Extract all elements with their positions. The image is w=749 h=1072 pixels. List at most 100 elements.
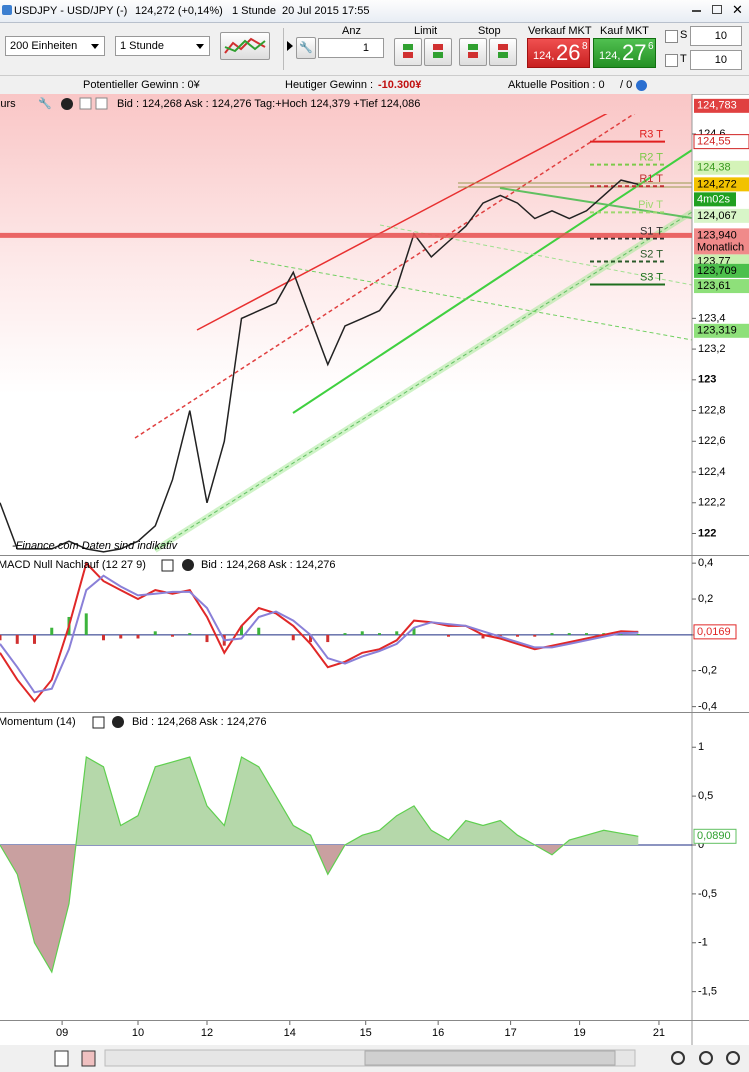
close-icon[interactable] [112, 716, 124, 728]
last-value-label: 0,0890 [697, 830, 731, 842]
price-tag-label: 123,940 [697, 229, 737, 241]
histogram-bar [50, 627, 54, 635]
price-tag-label: 124,272 [697, 178, 737, 190]
sell-icon[interactable] [79, 97, 92, 110]
price-background [0, 94, 692, 394]
histogram-bar [481, 634, 485, 639]
buy-button[interactable]: 124, 27 6 [593, 38, 656, 68]
y-tick-label: 123,4 [698, 312, 726, 324]
x-tick-label: 09 [56, 1027, 68, 1039]
limit-sell-button[interactable] [424, 38, 452, 66]
x-tick-label: 12 [201, 1027, 213, 1039]
x-tick-label: 10 [132, 1027, 144, 1039]
series-line [0, 574, 639, 694]
histogram-bar [84, 613, 88, 635]
x-tick-label: 19 [573, 1027, 585, 1039]
zoom-out-button[interactable] [699, 1051, 713, 1065]
wrench-icon[interactable]: 🔧 [38, 96, 52, 110]
s-label: S [680, 29, 688, 41]
y-tick-label: 1 [698, 741, 704, 753]
t-input[interactable]: 10 [690, 50, 742, 70]
price-line [0, 179, 639, 553]
chart-type-button[interactable] [220, 32, 270, 60]
histogram-bar [257, 627, 261, 635]
potential-gain: Potentieller Gewinn : 0¥ [83, 79, 200, 91]
datetime: 20 Jul 2015 17:55 [282, 5, 370, 17]
y-tick-label: -0,5 [698, 888, 717, 900]
scroll-thumb[interactable] [364, 1050, 616, 1066]
last-value-tag [693, 624, 737, 640]
zoom-in-button[interactable] [726, 1051, 740, 1065]
t-checkbox[interactable] [665, 54, 678, 67]
channel-line [154, 211, 692, 551]
histogram-bar [153, 631, 157, 635]
window-icon[interactable] [92, 716, 105, 729]
price-tag-label: 124,55 [697, 136, 731, 148]
histogram-bar [567, 633, 571, 635]
y-tick-label: 122,4 [698, 466, 726, 478]
zoom-button[interactable] [671, 1051, 685, 1065]
separator [283, 28, 284, 70]
chart-icon [224, 37, 266, 54]
sell-label: Verkauf MKT [528, 25, 592, 37]
y-tick-label: -0,2 [698, 665, 717, 677]
interval-select[interactable]: 1 Stunde [115, 36, 210, 56]
y-tick-label: 122,6 [698, 435, 726, 447]
histogram-bar [291, 634, 295, 641]
limit-label: Limit [414, 25, 438, 37]
sell-big: 26 [556, 40, 581, 65]
pivot-label: S2 T [640, 248, 663, 260]
histogram-bar [343, 633, 347, 635]
close-icon[interactable] [182, 559, 194, 571]
channel-line [249, 259, 692, 341]
stop-sell-button[interactable] [489, 38, 517, 66]
y-tick-label: 122,2 [698, 497, 726, 509]
symbol: USDJPY - USD/JPY (-) [14, 5, 128, 17]
x-tick-label: 17 [504, 1027, 516, 1039]
panel-title: Kurs [0, 98, 16, 110]
histogram-bar [15, 634, 19, 644]
buy-big: 27 [622, 40, 647, 65]
s-input[interactable]: 10 [690, 26, 742, 46]
histogram-bar [136, 634, 140, 639]
channel-line [292, 149, 692, 414]
sell-button[interactable]: 124, 26 8 [527, 38, 590, 68]
stop-buy-button[interactable] [459, 38, 487, 66]
tool-button[interactable] [54, 1050, 69, 1067]
histogram-bar [378, 633, 381, 635]
histogram-bar [33, 634, 36, 644]
histogram-bar [533, 634, 537, 637]
buy-pip: 6 [648, 41, 654, 52]
tool-button[interactable] [81, 1050, 96, 1067]
price-tag-label: 124,783 [697, 100, 737, 112]
price-tag-label: 123,61 [697, 280, 731, 292]
price-tag-label: 123,709 [697, 265, 737, 277]
buy-icon[interactable] [95, 97, 108, 110]
close[interactable]: ✕ [732, 2, 743, 17]
limit-buy-button[interactable] [394, 38, 422, 66]
quantity-input[interactable]: 1 [318, 38, 384, 58]
plot [0, 756, 692, 974]
countdown: 4m02s [697, 193, 731, 205]
price-tag-label: 123,319 [697, 325, 737, 337]
minimize[interactable] [692, 10, 701, 12]
title-bar: USDJPY - USD/JPY (-) 124,272 (+0,14%) 1 … [0, 0, 749, 23]
price-tag [694, 177, 749, 192]
expand-arrow[interactable] [287, 41, 298, 51]
maximize[interactable] [712, 5, 722, 14]
series-line [0, 561, 639, 703]
price-tag [694, 160, 749, 175]
settings-button[interactable]: 🔧 [296, 37, 316, 59]
s-checkbox[interactable] [665, 30, 678, 43]
units-select[interactable]: 200 Einheiten [5, 36, 105, 56]
close-icon[interactable] [61, 98, 73, 110]
today-gain-value: -10.300¥ [378, 79, 422, 91]
sell-prefix: 124, [533, 50, 555, 62]
y-tick-label: -1,5 [698, 986, 717, 998]
price-tag [694, 208, 749, 223]
window-icon[interactable] [161, 559, 174, 572]
settings-icon[interactable] [636, 80, 647, 91]
price-tag-label: 124,067 [697, 210, 737, 222]
area-positive [0, 757, 639, 846]
